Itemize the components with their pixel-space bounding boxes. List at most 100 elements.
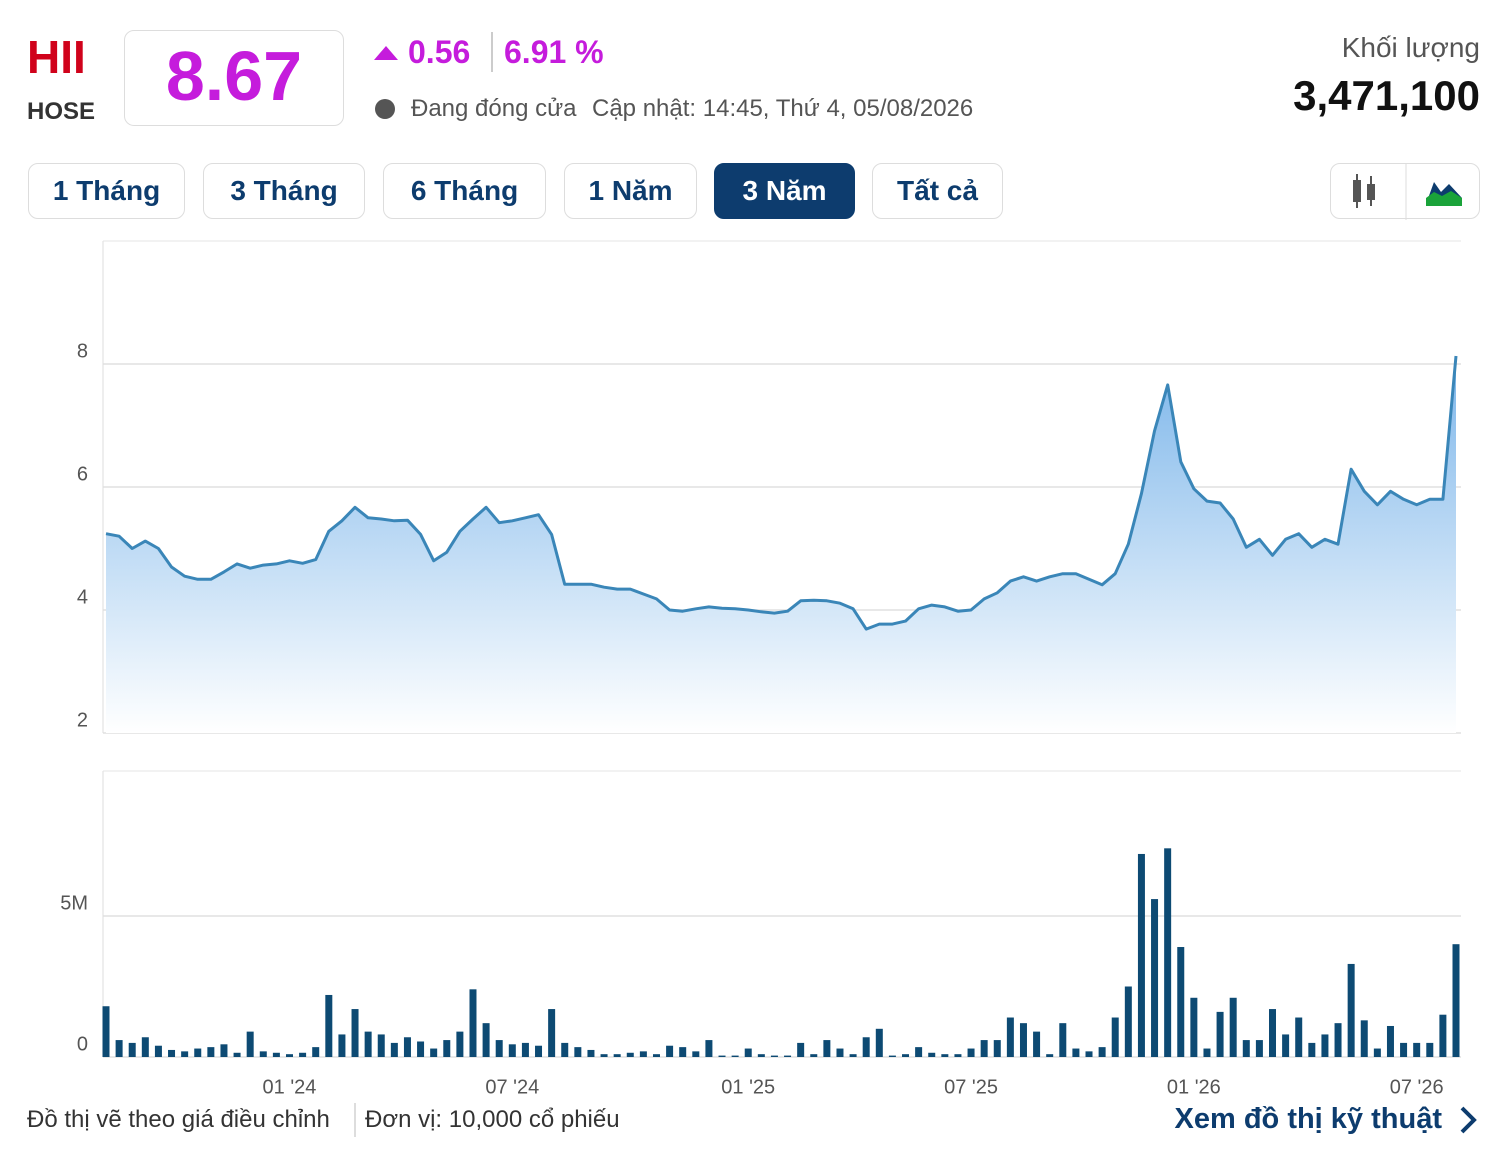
volume-bar — [1046, 1054, 1054, 1057]
y-tick-label: 0 — [77, 1033, 88, 1055]
volume-bar — [548, 1009, 556, 1057]
volume-bar — [1400, 1042, 1408, 1057]
x-tick-label: 07 '25 — [944, 1076, 998, 1098]
price: 8.67 — [165, 37, 303, 115]
volume-bar — [1190, 997, 1198, 1057]
volume-bar — [731, 1055, 739, 1057]
volume-bar — [705, 1040, 713, 1057]
change-pct: 6.91 % — [504, 34, 604, 70]
chart-type-toggle[interactable] — [1330, 163, 1480, 220]
footer-note: Đồ thị vẽ theo giá điều chỉnh — [27, 1106, 330, 1133]
volume-bar — [1282, 1034, 1290, 1057]
range-button[interactable]: 1 Năm — [564, 163, 697, 219]
volume-bar — [207, 1047, 215, 1057]
volume-bar — [862, 1037, 870, 1057]
volume-bar — [692, 1051, 700, 1057]
range-button[interactable]: 3 Tháng — [203, 163, 365, 219]
volume-bar — [325, 994, 333, 1057]
volume-bar — [430, 1048, 438, 1057]
volume-bar — [941, 1054, 949, 1057]
x-tick-label: 07 '26 — [1390, 1076, 1444, 1098]
volume-bar — [561, 1042, 569, 1057]
range-button[interactable]: 1 Tháng — [28, 163, 185, 219]
volume-bar — [220, 1044, 228, 1057]
volume-bar — [299, 1052, 307, 1057]
y-tick-label: 2 — [77, 709, 88, 731]
volume-bar — [1111, 1017, 1119, 1057]
volume-bar — [902, 1054, 910, 1057]
technical-link[interactable]: Xem đồ thị kỹ thuật — [1174, 1103, 1442, 1135]
volume-bar — [115, 1040, 123, 1057]
volume-bar — [1072, 1048, 1080, 1057]
y-tick-label: 5M — [60, 892, 88, 914]
x-tick-label: 01 '24 — [263, 1076, 317, 1098]
ticker: HII — [27, 31, 86, 83]
volume-bar — [1255, 1040, 1263, 1057]
volume-bar — [246, 1031, 254, 1057]
range-button[interactable]: 3 Năm — [714, 163, 855, 219]
price-line — [105, 355, 1458, 631]
volume-bar — [1439, 1014, 1447, 1057]
volume-bar — [233, 1052, 241, 1057]
volume-bar — [312, 1047, 320, 1057]
volume-bar — [495, 1040, 503, 1057]
volume-bar — [456, 1031, 464, 1057]
volume-bar — [639, 1051, 647, 1057]
volume-bar — [849, 1054, 857, 1057]
volume-bar — [888, 1055, 896, 1057]
volume-bar — [141, 1037, 149, 1057]
volume-bar — [600, 1054, 608, 1057]
volume: 3,471,100 — [1293, 72, 1480, 119]
range-button[interactable]: 6 Tháng — [383, 163, 546, 219]
volume-bar — [194, 1048, 202, 1057]
area-fill — [106, 356, 1456, 733]
volume-bar — [1269, 1009, 1277, 1057]
volume-bar — [377, 1034, 385, 1057]
volume-bar — [967, 1048, 975, 1057]
chevron — [1460, 1106, 1477, 1134]
volume-bar — [1426, 1042, 1434, 1057]
range-button[interactable]: Tất cả — [872, 163, 1003, 219]
volume-bar — [718, 1055, 726, 1057]
volume-bar — [1295, 1017, 1303, 1057]
volume-bar — [1242, 1040, 1250, 1057]
volume-bar — [1164, 848, 1172, 1057]
toggle-icons — [1353, 164, 1462, 220]
volume-bar — [1452, 944, 1460, 1057]
y-tick-label: 4 — [77, 586, 88, 608]
volume-bar — [1059, 1023, 1067, 1057]
volume-bar — [770, 1055, 778, 1057]
volume-bar — [954, 1054, 962, 1057]
volume-bar — [508, 1044, 516, 1057]
volume-bar — [1373, 1048, 1381, 1057]
volume-bar — [1360, 1020, 1368, 1057]
volume-bar — [784, 1055, 792, 1057]
divider — [491, 32, 493, 72]
volume-bar — [1321, 1034, 1329, 1057]
volume-bar — [351, 1009, 359, 1057]
volume-bar — [1386, 1025, 1394, 1057]
volume-bar — [469, 989, 477, 1057]
volume-bar — [1334, 1023, 1342, 1057]
volume-bar — [744, 1048, 752, 1057]
volume-bar — [1229, 997, 1237, 1057]
x-tick-label: 01 '25 — [721, 1076, 775, 1098]
volume-bar — [652, 1054, 660, 1057]
volume-bar — [168, 1049, 176, 1057]
volume-bar — [613, 1054, 621, 1057]
volume-bar — [1033, 1031, 1041, 1057]
volume-bar — [403, 1037, 411, 1057]
volume-bar — [535, 1045, 543, 1057]
volume-bar — [1216, 1011, 1224, 1057]
volume-bar — [928, 1052, 936, 1057]
volume-bar — [128, 1042, 136, 1057]
volume-bar — [823, 1040, 831, 1057]
volume-bar — [482, 1023, 490, 1057]
up-arrow — [374, 46, 398, 60]
volume-bar — [443, 1040, 451, 1057]
volume-bar — [1151, 899, 1159, 1057]
volume-bar — [875, 1028, 883, 1057]
volume-bar — [364, 1031, 372, 1057]
